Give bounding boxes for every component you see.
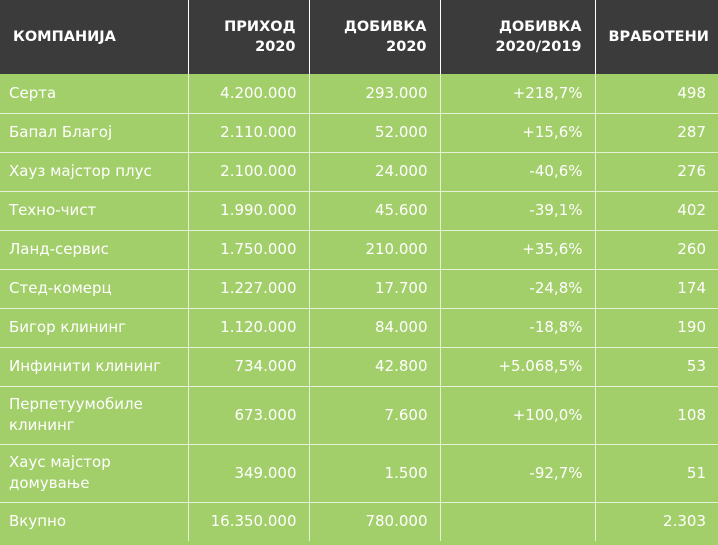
cell-company: Техно-чист — [0, 191, 189, 231]
cell-profit: 45.600 — [309, 191, 441, 231]
cell-company: Инфинити клининг — [0, 347, 189, 387]
cell-revenue: 1.120.000 — [188, 308, 310, 348]
cell-revenue: 2.100.000 — [188, 152, 310, 192]
cell-profit: 7.600 — [309, 386, 441, 445]
cell-employees: 260 — [595, 230, 718, 270]
cell-profit: 42.800 — [309, 347, 441, 387]
cell-total-label: Вкупно — [0, 502, 189, 541]
cell-profit: 293.000 — [309, 74, 441, 114]
cell-employees: 51 — [595, 444, 718, 503]
cell-total-revenue: 16.350.000 — [188, 502, 310, 541]
cell-employees: 287 — [595, 113, 718, 153]
header-revenue-2020: ПРИХОД 2020 — [188, 0, 310, 74]
total-row: Вкупно 16.350.000 780.000 2.303 — [0, 502, 718, 541]
cell-employees: 190 — [595, 308, 718, 348]
cell-company: Ланд-сервис — [0, 230, 189, 270]
table-body: Серта 4.200.000 293.000 +218,7% 498 Бапа… — [0, 74, 718, 541]
table-row: Ланд-сервис 1.750.000 210.000 +35,6% 260 — [0, 230, 718, 270]
cell-total-employees: 2.303 — [595, 502, 718, 541]
table-row: Бигор клининг 1.120.000 84.000 -18,8% 19… — [0, 308, 718, 348]
header-company: КОМПАНИЈА — [0, 0, 189, 74]
cell-company: Хаус мајстор домување — [0, 444, 189, 503]
cell-company: Бигор клининг — [0, 308, 189, 348]
cell-profit-change: +35,6% — [440, 230, 596, 270]
cell-company: Перпетуумобиле клининг — [0, 386, 189, 445]
cell-total-profit-change — [440, 502, 596, 541]
table-row: Хаус мајстор домување 349.000 1.500 -92,… — [0, 444, 718, 503]
cell-revenue: 673.000 — [188, 386, 310, 445]
header-employees: ВРАБОТЕНИ — [595, 0, 718, 74]
cell-employees: 402 — [595, 191, 718, 231]
cell-employees: 108 — [595, 386, 718, 445]
table-row: Бапал Благој 2.110.000 52.000 +15,6% 287 — [0, 113, 718, 153]
cell-profit-change: -18,8% — [440, 308, 596, 348]
cell-revenue: 1.227.000 — [188, 269, 310, 309]
cell-revenue: 734.000 — [188, 347, 310, 387]
cell-revenue: 1.750.000 — [188, 230, 310, 270]
cell-profit-change: -40,6% — [440, 152, 596, 192]
cell-profit: 17.700 — [309, 269, 441, 309]
table-row: Хауз мајстор плус 2.100.000 24.000 -40,6… — [0, 152, 718, 192]
table-row: Инфинити клининг 734.000 42.800 +5.068,5… — [0, 347, 718, 387]
cell-profit: 1.500 — [309, 444, 441, 503]
cell-revenue: 349.000 — [188, 444, 310, 503]
cell-profit-change: +5.068,5% — [440, 347, 596, 387]
cell-company: Бапал Благој — [0, 113, 189, 153]
cell-revenue: 4.200.000 — [188, 74, 310, 114]
table-row: Стед-комерц 1.227.000 17.700 -24,8% 174 — [0, 269, 718, 309]
table-row: Серта 4.200.000 293.000 +218,7% 498 — [0, 74, 718, 114]
cell-revenue: 1.990.000 — [188, 191, 310, 231]
table-row: Техно-чист 1.990.000 45.600 -39,1% 402 — [0, 191, 718, 231]
cell-employees: 276 — [595, 152, 718, 192]
cell-employees: 498 — [595, 74, 718, 114]
header-profit-2020: ДОБИВКА 2020 — [309, 0, 441, 74]
cell-profit-change: -39,1% — [440, 191, 596, 231]
table-header: КОМПАНИЈА ПРИХОД 2020 ДОБИВКА 2020 ДОБИВ… — [0, 0, 718, 74]
cell-profit: 210.000 — [309, 230, 441, 270]
cell-company: Хауз мајстор плус — [0, 152, 189, 192]
cell-employees: 174 — [595, 269, 718, 309]
cell-profit-change: -24,8% — [440, 269, 596, 309]
table-row: Перпетуумобиле клининг 673.000 7.600 +10… — [0, 386, 718, 445]
cell-profit-change: -92,7% — [440, 444, 596, 503]
cell-company: Серта — [0, 74, 189, 114]
cell-company: Стед-комерц — [0, 269, 189, 309]
cell-profit-change: +15,6% — [440, 113, 596, 153]
header-row: КОМПАНИЈА ПРИХОД 2020 ДОБИВКА 2020 ДОБИВ… — [0, 0, 718, 74]
cell-employees: 53 — [595, 347, 718, 387]
cell-profit: 24.000 — [309, 152, 441, 192]
cell-profit-change: +100,0% — [440, 386, 596, 445]
cell-profit: 52.000 — [309, 113, 441, 153]
cell-profit-change: +218,7% — [440, 74, 596, 114]
cell-revenue: 2.110.000 — [188, 113, 310, 153]
cell-total-profit: 780.000 — [309, 502, 441, 541]
header-profit-change: ДОБИВКА 2020/2019 — [440, 0, 596, 74]
cell-profit: 84.000 — [309, 308, 441, 348]
